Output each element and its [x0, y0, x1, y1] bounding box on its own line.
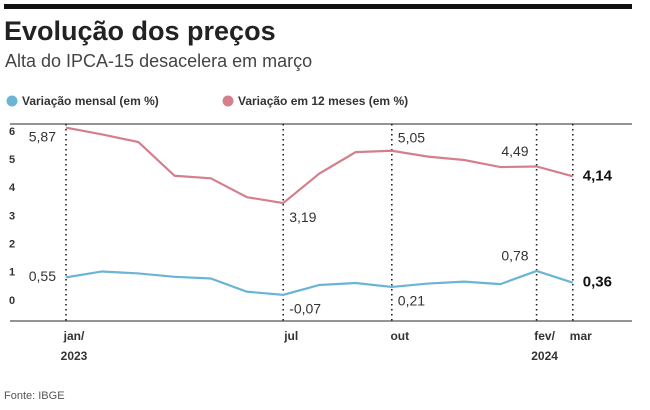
y-tick-label: 1 — [9, 267, 15, 279]
legend-label: Variação em 12 meses (em %) — [238, 94, 408, 108]
x-tick-label: jan/ — [63, 329, 85, 343]
value-label: 0,21 — [398, 293, 425, 309]
value-label: -0,07 — [289, 301, 321, 317]
value-label: 0,55 — [29, 268, 56, 284]
y-tick-label: 6 — [9, 126, 15, 138]
x-tick-label: out — [390, 329, 409, 343]
x-tick-label: jul — [283, 329, 298, 343]
y-tick-label: 3 — [9, 210, 15, 222]
chart-title: Evolução dos preços — [4, 16, 276, 46]
value-label: 3,19 — [289, 209, 316, 225]
value-label: 4,49 — [501, 143, 528, 159]
value-label: 5,87 — [29, 128, 56, 144]
x-year-label: 2024 — [531, 349, 558, 363]
value-label: 4,14 — [583, 167, 613, 184]
legend-marker — [6, 95, 18, 107]
value-label: 0,36 — [583, 274, 612, 291]
series-line — [65, 126, 574, 205]
chart-subtitle: Alta do IPCA-15 desacelera em março — [5, 51, 312, 71]
x-tick-label: mar — [570, 329, 592, 343]
y-tick-label: 4 — [9, 182, 16, 194]
series-line — [65, 269, 574, 296]
legend-marker — [222, 95, 234, 107]
source: Fonte: IBGE — [4, 390, 65, 402]
value-label: 0,78 — [501, 248, 528, 264]
x-tick-label: fev/ — [534, 329, 555, 343]
y-tick-label: 5 — [9, 154, 15, 166]
x-year-label: 2023 — [61, 349, 88, 363]
legend-label: Variação mensal (em %) — [22, 94, 159, 108]
value-label: 5,05 — [398, 129, 425, 145]
top-bar — [4, 4, 632, 9]
y-tick-label: 2 — [9, 238, 15, 250]
y-tick-label: 0 — [9, 295, 15, 307]
